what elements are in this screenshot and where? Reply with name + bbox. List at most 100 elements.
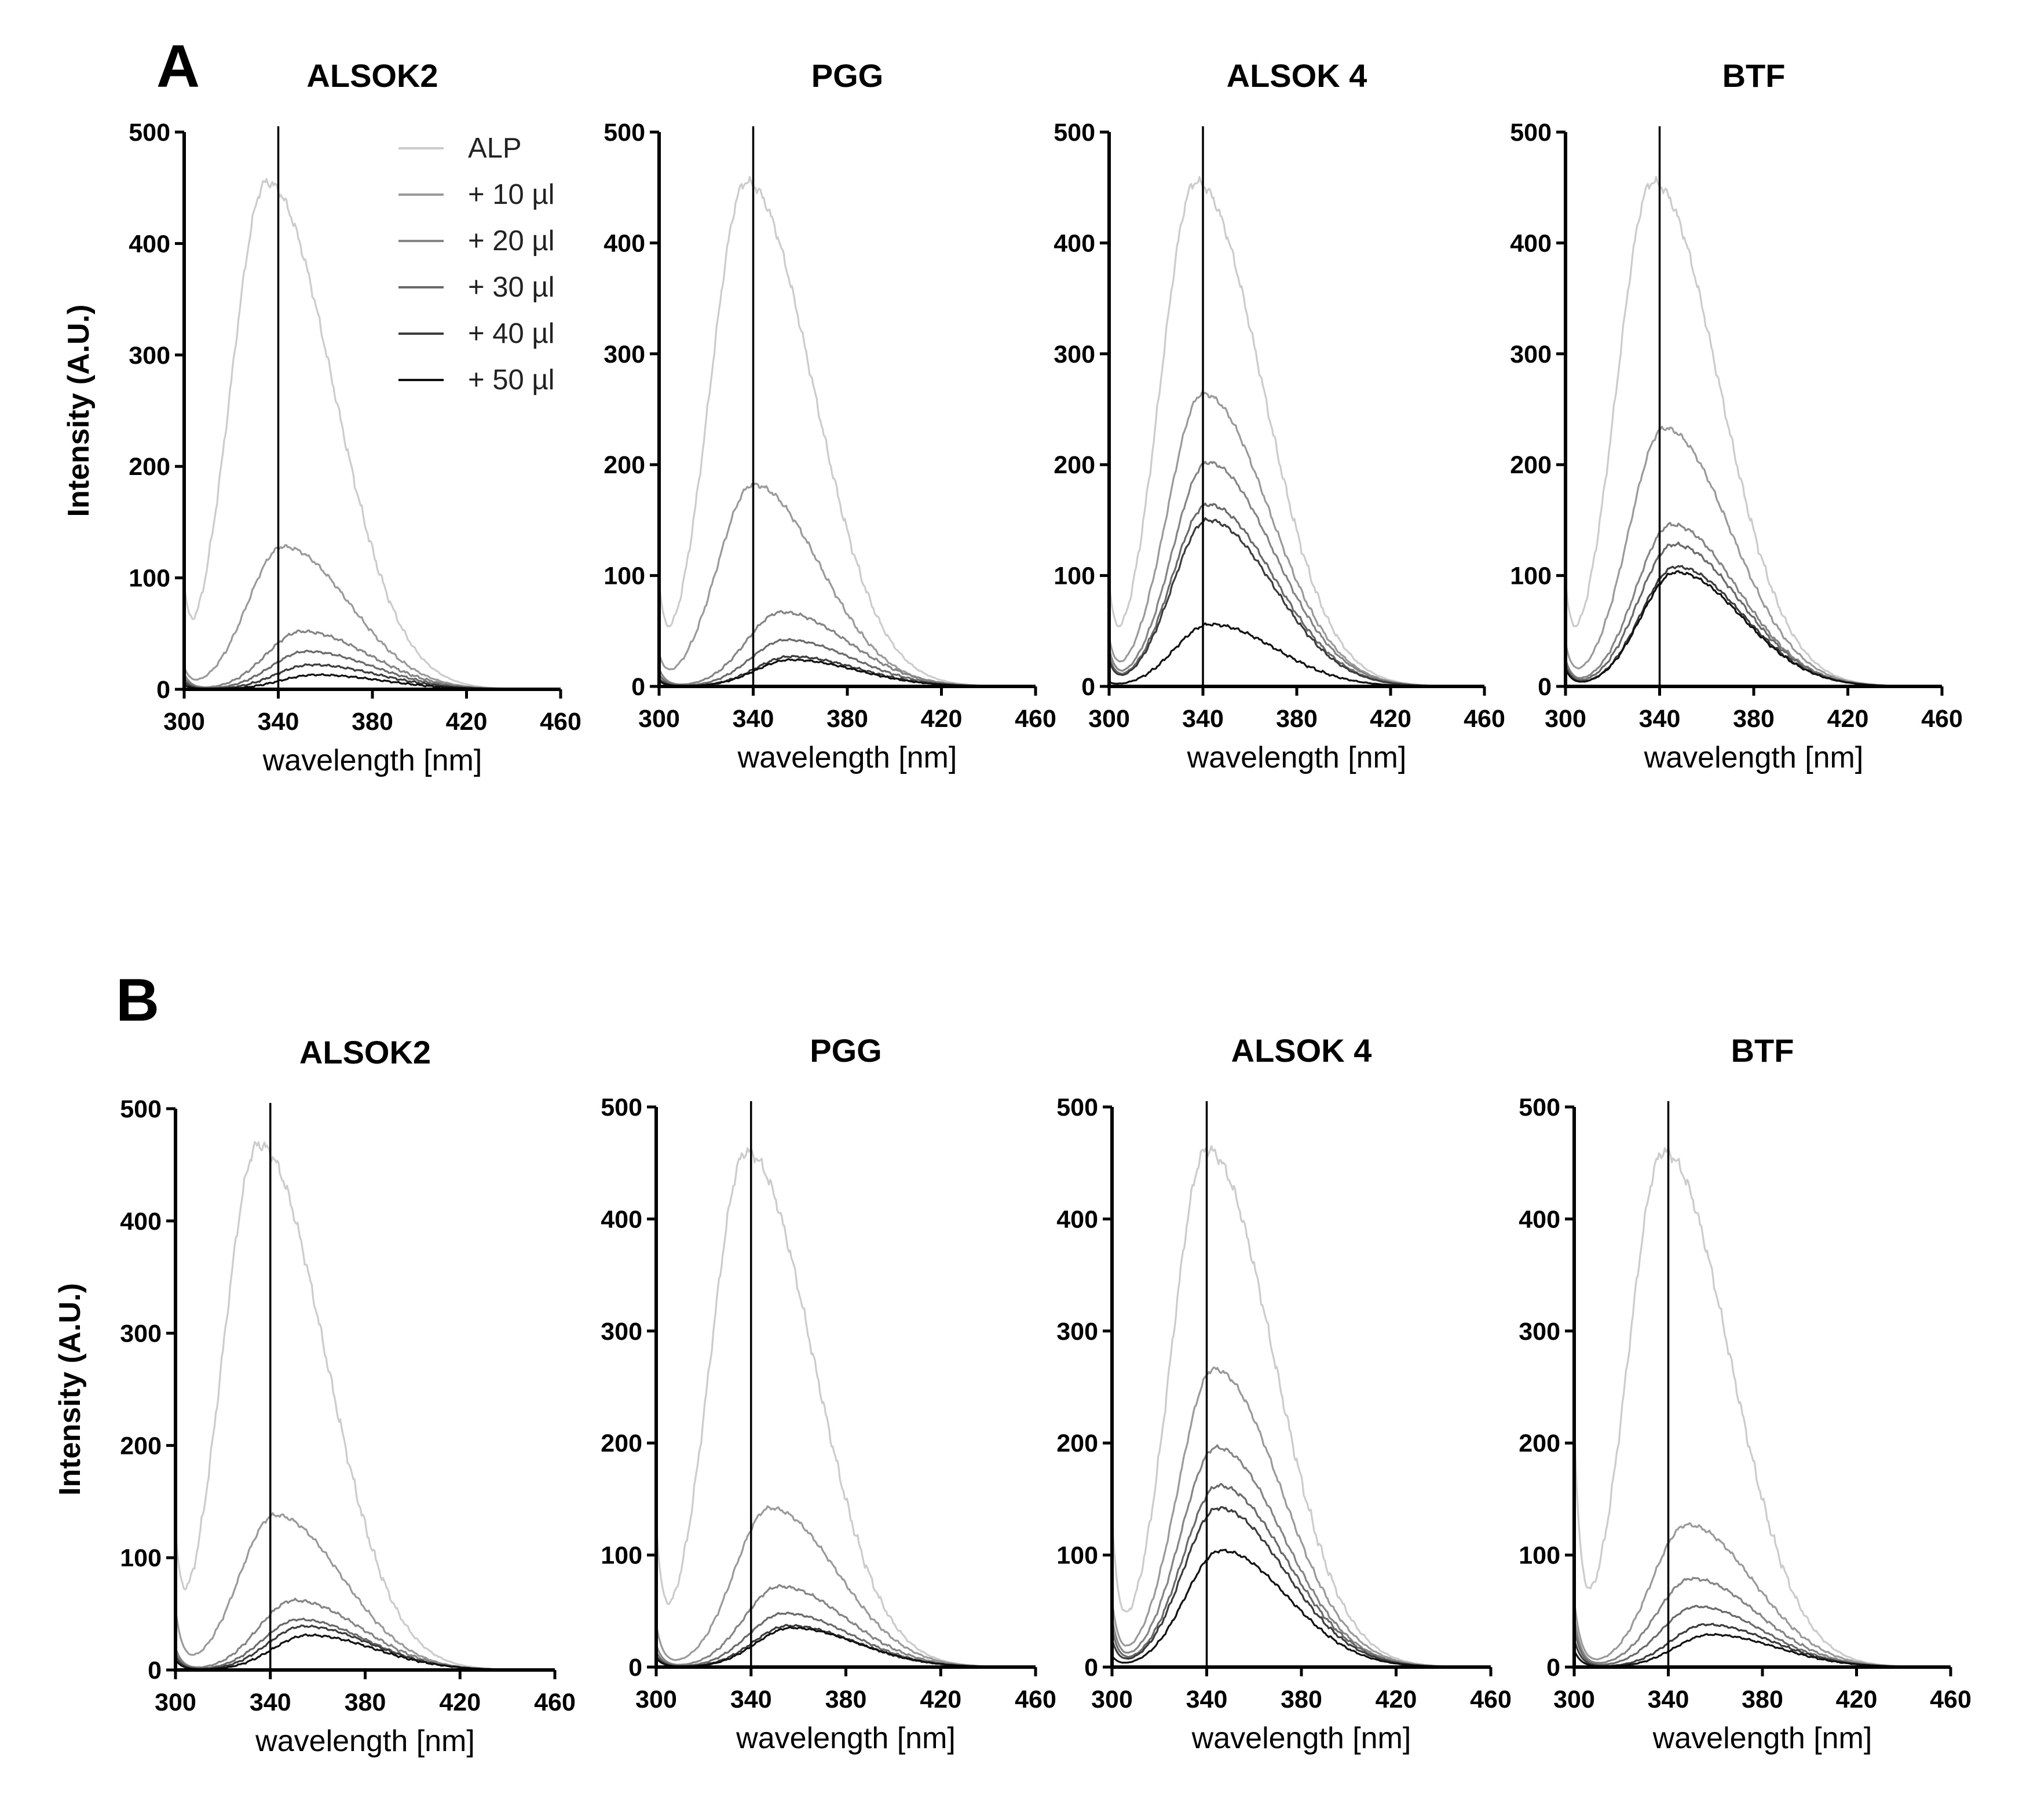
y-tick-label: 200 [603, 451, 645, 479]
x-tick-label: 460 [1015, 1686, 1056, 1713]
y-tick-label: 0 [631, 673, 645, 701]
series-line-10-l [1111, 1366, 1491, 1668]
series-line-30-l [174, 1617, 555, 1671]
series-line-alp [1108, 176, 1484, 688]
y-tick-label: 400 [1510, 229, 1552, 257]
x-tick-label: 380 [826, 705, 868, 733]
y-tick-label: 400 [129, 230, 170, 258]
chart-a4: BTF 0 100 200 300 400 500 300 340 380 420 460 wavele… [1510, 57, 1963, 774]
x-tick-label: 380 [1281, 1686, 1322, 1713]
y-tick-label: 200 [1056, 1430, 1098, 1457]
y-tick-label: 100 [1510, 562, 1552, 590]
legend-label: + 10 µl [468, 179, 554, 210]
y-tick-label: 0 [1081, 673, 1095, 701]
chart-title: ALSOK 4 [1227, 57, 1367, 94]
chart-a3: ALSOK 4 0 100 200 300 400 500 300 340 380 420 460 wa… [1054, 57, 1505, 774]
y-axis-label: Intensity (A.U.) [53, 1283, 87, 1496]
x-tick-label: 340 [1639, 705, 1681, 733]
y-tick-label: 100 [120, 1544, 162, 1572]
y-tick-label: 500 [120, 1095, 162, 1123]
series-line-20-l [1108, 461, 1484, 688]
x-axis-label: wavelength [nm] [737, 741, 957, 774]
y-tick-label: 400 [1054, 229, 1095, 257]
series-line-30-l [658, 638, 1036, 688]
y-tick-label: 400 [601, 1205, 642, 1233]
x-tick-label: 460 [540, 708, 581, 736]
y-tick-label: 500 [601, 1094, 642, 1121]
y-tick-label: 500 [1054, 119, 1095, 147]
x-tick-label: 340 [1186, 1686, 1228, 1713]
series-line-10-l [1564, 425, 1942, 688]
chart-b2: PGG 0 100 200 300 400 500 300 340 380 420 460 wavele… [601, 1032, 1056, 1755]
panel-label-b: B [116, 967, 159, 1034]
series-line-alp [1564, 176, 1942, 688]
x-tick-label: 340 [1182, 705, 1224, 733]
x-tick-label: 460 [1930, 1686, 1972, 1713]
y-tick-label: 0 [148, 1657, 162, 1684]
y-tick-label: 100 [1519, 1542, 1560, 1570]
x-tick-label: 380 [1276, 705, 1318, 733]
y-tick-label: 100 [601, 1542, 642, 1570]
chart-b1: ALSOK2 0 100 200 300 400 500 300 340 380 420 460 wav… [53, 1034, 576, 1758]
series-line-alp [174, 1141, 555, 1671]
series-line-alp [658, 176, 1036, 688]
legend-label: + 30 µl [468, 272, 554, 303]
panel-label-a: A [156, 33, 200, 100]
x-tick-label: 380 [825, 1686, 867, 1713]
y-tick-label: 300 [1519, 1318, 1560, 1346]
x-axis-label: wavelength [nm] [1644, 741, 1864, 774]
y-tick-label: 300 [129, 342, 170, 370]
x-tick-label: 420 [1836, 1686, 1878, 1713]
y-tick-label: 400 [120, 1208, 162, 1236]
x-tick-label: 460 [1464, 705, 1505, 733]
y-tick-label: 500 [603, 119, 645, 147]
x-tick-label: 420 [446, 708, 488, 736]
x-tick-label: 380 [352, 708, 393, 736]
x-tick-label: 420 [439, 1689, 481, 1716]
x-tick-label: 420 [1827, 705, 1869, 733]
x-tick-label: 460 [1921, 705, 1963, 733]
x-axis-label: wavelength [nm] [1652, 1722, 1872, 1755]
y-tick-label: 300 [1054, 341, 1095, 368]
x-tick-label: 300 [1091, 1686, 1133, 1713]
y-tick-label: 300 [120, 1320, 162, 1348]
legend: ALP + 10 µl + 20 µl + 30 µl + 40 µl + 50 µl [398, 133, 554, 396]
chart-title: PGG [811, 57, 883, 94]
x-tick-label: 420 [921, 705, 963, 733]
series-line-alp [1111, 1145, 1491, 1668]
series-line-20-l [658, 610, 1036, 688]
x-tick-label: 340 [733, 705, 774, 733]
x-axis-label: wavelength [nm] [1187, 741, 1407, 774]
x-axis-label: wavelength [nm] [262, 744, 482, 777]
x-tick-label: 460 [534, 1689, 576, 1716]
series-line-alp [655, 1147, 1036, 1668]
chart-title: ALSOK2 [299, 1034, 431, 1070]
y-tick-label: 0 [156, 676, 170, 704]
y-tick-label: 200 [601, 1430, 642, 1457]
chart-b3: ALSOK 4 0 100 200 300 400 500 300 340 380 420 460 wa… [1056, 1032, 1512, 1755]
y-tick-label: 400 [1056, 1205, 1098, 1233]
x-tick-label: 460 [1015, 705, 1056, 733]
y-tick-label: 300 [601, 1318, 642, 1346]
x-tick-label: 340 [250, 1689, 291, 1716]
x-tick-label: 300 [635, 1686, 677, 1713]
chart-title: ALSOK2 [306, 57, 438, 94]
y-tick-label: 300 [1510, 341, 1552, 368]
y-tick-label: 200 [129, 453, 170, 481]
x-tick-label: 300 [163, 708, 205, 736]
y-tick-label: 100 [1054, 562, 1095, 590]
y-tick-label: 200 [120, 1432, 162, 1460]
series-line-20-l [655, 1584, 1036, 1668]
series-line-alp [1573, 1147, 1951, 1668]
x-axis-label: wavelength [nm] [255, 1724, 475, 1758]
y-tick-label: 100 [129, 565, 170, 593]
y-tick-label: 200 [1519, 1430, 1560, 1457]
chart-title: BTF [1722, 57, 1786, 94]
chart-b4: BTF 0 100 200 300 400 500 300 340 380 420 460 wavele… [1519, 1032, 1972, 1755]
series-line-30-l [1573, 1605, 1951, 1668]
y-tick-label: 0 [628, 1654, 642, 1682]
x-tick-label: 300 [1553, 1686, 1595, 1713]
series-line-40-l [658, 655, 1036, 688]
x-tick-label: 300 [1545, 705, 1586, 733]
